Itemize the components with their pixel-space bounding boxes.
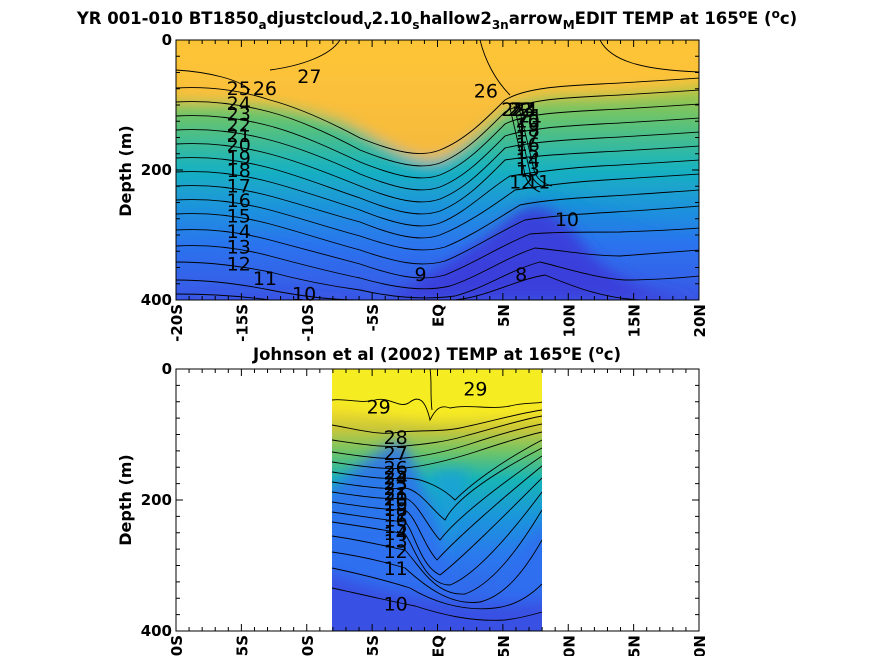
top-y-axis-label: Depth (m)	[116, 125, 135, 217]
top-x-tick-label: 10N	[560, 304, 578, 337]
contour-label: 27	[384, 443, 408, 465]
contour-label: 18	[227, 160, 251, 182]
contour-label: 16	[227, 190, 251, 212]
top-x-tick-label: 5N	[495, 304, 513, 327]
contour-label: 11	[253, 268, 277, 290]
top-chart-title: YR 001-010 BT1850adjustcloudv2.10shallow…	[76, 7, 797, 32]
contour-label: 29	[367, 396, 391, 418]
contour-label: 9	[414, 264, 426, 286]
contour-label: 28	[384, 427, 408, 449]
contour-label: 14	[516, 150, 540, 172]
bottom-contour-lines	[332, 369, 542, 621]
contour-label: 21	[384, 483, 408, 505]
contour-label: 25	[501, 99, 525, 121]
contour-label: 19	[227, 148, 251, 170]
bottom-ticks: 0 200 400-20S -15S -10S -5S EQ 5N 10N 15N 20N	[141, 360, 709, 656]
contour-label: 22	[227, 115, 251, 137]
bottom-y-tick-label: 400	[141, 622, 172, 640]
top-x-tick-label: -15S	[233, 304, 251, 342]
contour-label: 17	[384, 504, 408, 526]
contour-label: 16	[384, 510, 408, 532]
contour-label: 22	[508, 99, 532, 121]
contour-label: 12	[509, 172, 533, 194]
bottom-y-tick-label: 200	[141, 491, 172, 509]
contour-label: 14	[384, 523, 408, 545]
contour-label: 19	[516, 115, 540, 137]
contour-label: 27	[297, 66, 321, 88]
top-x-tick-label: -10S	[299, 304, 317, 342]
contour-label: 18	[516, 120, 540, 142]
top-y-tick-label: 0	[162, 31, 172, 49]
contour-label: 15	[516, 142, 540, 164]
bottom-y-axis-label: Depth (m)	[116, 454, 135, 546]
contour-label: 16	[516, 134, 540, 156]
bottom-x-tick-label: 5N	[495, 635, 513, 656]
contour-label: 10	[555, 209, 579, 231]
contour-label: 20	[516, 111, 540, 133]
contour-label: 20	[384, 489, 408, 511]
bottom-x-tick-label: EQ	[430, 635, 448, 656]
contour-label: 13	[384, 531, 408, 553]
contour-label: 12	[227, 254, 251, 276]
bottom-x-tick-label: 15N	[626, 635, 644, 656]
contour-label: 12	[384, 541, 408, 563]
bottom-x-tick-label: -5S	[364, 635, 382, 656]
bottom-x-tick-label: -15S	[233, 635, 251, 656]
bottom-contour-labels: 29 29 282726252423222120191817161514131211…	[367, 379, 488, 616]
contour-label: 23	[227, 103, 251, 125]
top-x-tick-label: -20S	[168, 304, 186, 342]
contour-label: 24	[384, 468, 408, 490]
contour-label: 21	[227, 125, 251, 147]
contour-label: 20	[227, 135, 251, 157]
bottom-x-tick-label: 20N	[691, 635, 709, 656]
bottom-chart-title: Johnson et al (2002) TEMP at 165oE (oc)	[252, 343, 621, 364]
contour-label: 10	[384, 593, 408, 615]
contour-label: 11	[526, 172, 550, 194]
bottom-x-tick-label: 10N	[560, 635, 578, 656]
bottom-y-tick-label: 0	[162, 360, 172, 378]
contour-label: 24	[227, 93, 251, 115]
top-y-tick-label: 200	[141, 161, 172, 179]
contour-label: 15	[384, 516, 408, 538]
contour-label: 13	[516, 159, 540, 181]
contour-label: 24	[513, 99, 537, 121]
top-x-tick-label: 20N	[691, 304, 709, 337]
contour-label: 26	[253, 78, 277, 100]
contour-label: 26	[384, 457, 408, 479]
contour-label: 29	[463, 379, 487, 401]
contour-label: 26	[474, 81, 498, 103]
bottom-x-tick-label: -20S	[168, 635, 186, 656]
bottom-x-tick-label: -10S	[299, 635, 317, 656]
contour-label: 13	[227, 237, 251, 259]
contour-label: 23	[510, 99, 534, 121]
bottom-heatmap	[332, 369, 542, 631]
contour-label: 8	[515, 264, 527, 286]
contour-label: 21	[518, 105, 542, 127]
contour-label: 17	[516, 126, 540, 148]
contour-label: 18	[384, 499, 408, 521]
contour-label: 10	[292, 284, 316, 306]
top-x-tick-label: EQ	[430, 304, 448, 327]
top-ticks: 0 200 400-20S -15S -10S -5S EQ 5N 10N 15N 20N	[141, 31, 709, 342]
contour-label: 25	[227, 78, 251, 100]
contour-label: 19	[384, 494, 408, 516]
contour-label: 17	[227, 176, 251, 198]
contour-label: 14	[227, 221, 251, 243]
top-contour-lines	[176, 40, 699, 300]
contour-label: 23	[384, 473, 408, 495]
contour-label: 11	[384, 558, 408, 580]
contour-label: 25	[384, 462, 408, 484]
top-x-tick-label: 15N	[626, 304, 644, 337]
contour-label: 15	[227, 206, 251, 228]
contour-label: 22	[384, 478, 408, 500]
top-y-tick-label: 400	[141, 291, 172, 309]
top-x-tick-label: -5S	[364, 304, 382, 331]
